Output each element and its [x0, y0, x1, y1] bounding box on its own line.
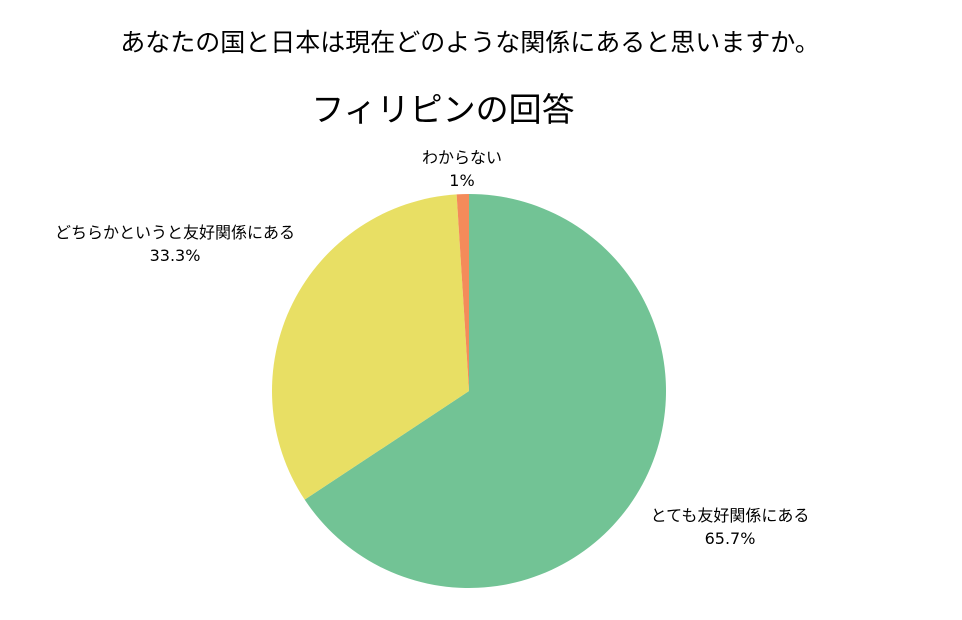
slice-label: どちらかというと友好関係にある: [55, 223, 295, 242]
survey-question: あなたの国と日本は現在どのような関係にあると思いますか。: [120, 28, 820, 57]
slice-percentage: 33.3%: [150, 246, 201, 265]
pie-slice: [272, 194, 469, 500]
pie-slice: [304, 194, 666, 588]
pie-slices: [272, 194, 666, 588]
slice-label: とても友好関係にある: [651, 506, 810, 525]
slice-percentage: 1%: [449, 171, 474, 190]
pie-labels: とても友好関係にある 65.7% どちらかというと友好関係にある 33.3% わからない…: [55, 148, 809, 548]
slice-percentage: 65.7%: [705, 529, 756, 548]
chart-title: フィリピンの回答: [311, 90, 574, 129]
slice-label: わからない: [422, 148, 502, 167]
pie-slice: [456, 194, 469, 391]
